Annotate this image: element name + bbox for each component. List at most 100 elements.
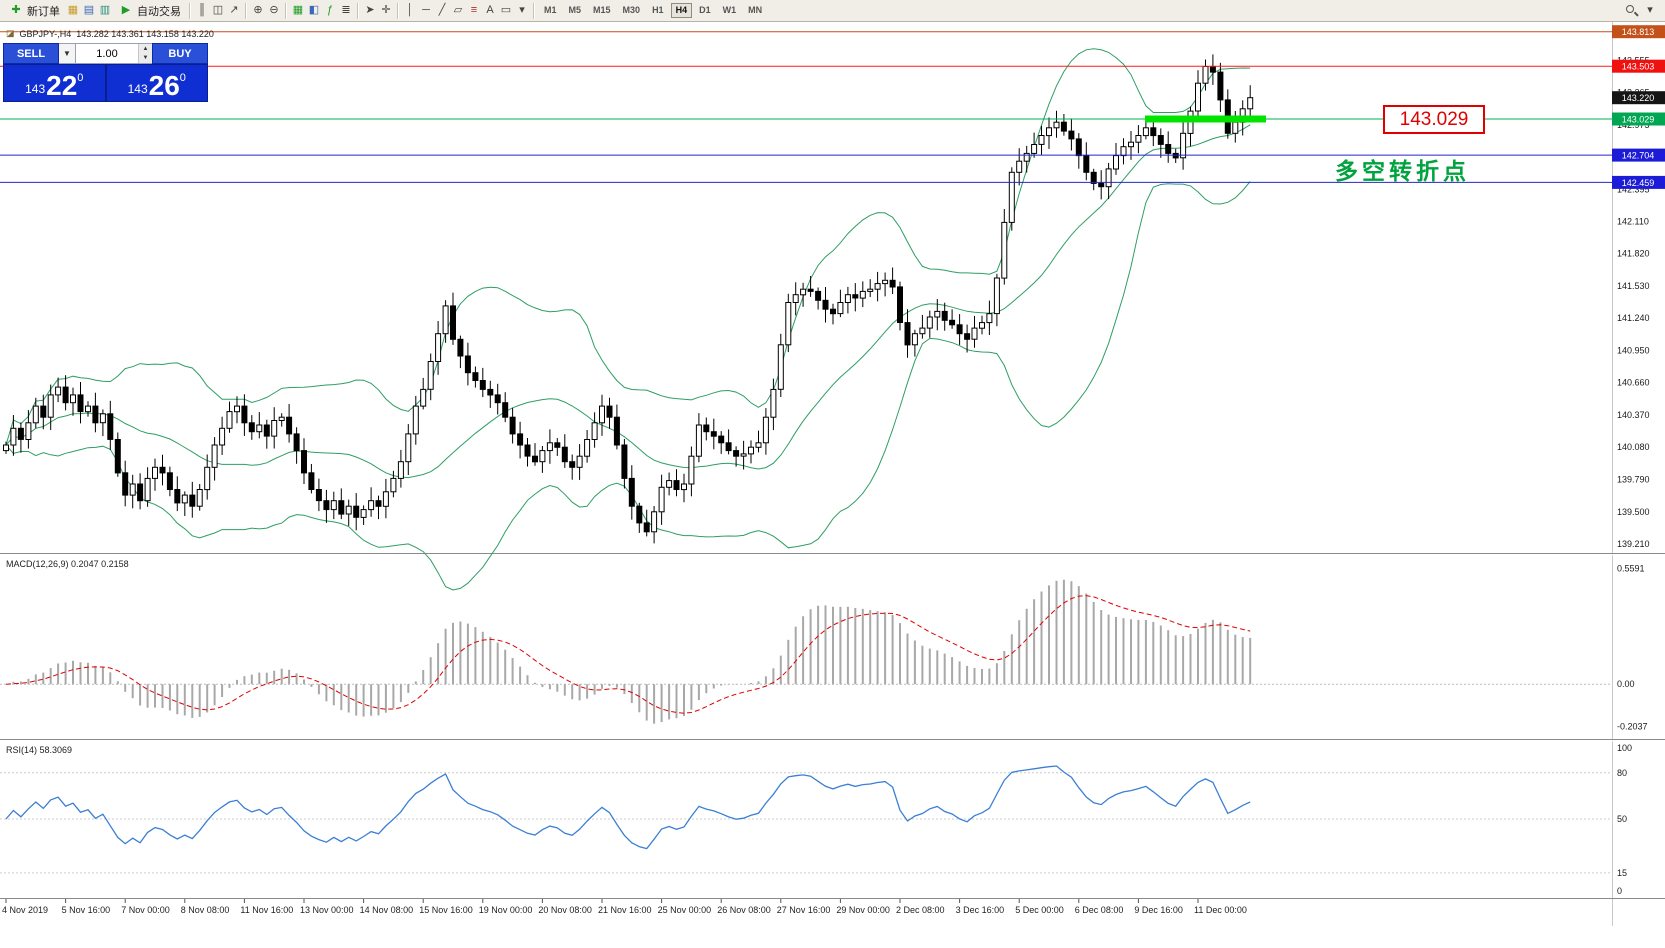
autotrade-button[interactable]: ▶ 自动交易 xyxy=(113,2,186,20)
timeframe-mn[interactable]: MN xyxy=(748,5,763,15)
timeframe-m5[interactable]: M5 xyxy=(568,5,582,15)
svg-text:7 Nov 00:00: 7 Nov 00:00 xyxy=(121,905,170,915)
svg-text:27 Nov 16:00: 27 Nov 16:00 xyxy=(777,905,831,915)
rsi-label: RSI(14) xyxy=(6,745,38,755)
fibonacci-icon[interactable]: ≡ xyxy=(470,4,478,16)
objects-list-icon[interactable]: ≣ xyxy=(341,4,351,16)
horizontal-line-icon[interactable]: ─ xyxy=(422,4,430,16)
new-order-button[interactable]: ✚ 新订单 xyxy=(3,2,65,20)
new-order-label: 新订单 xyxy=(27,5,60,18)
svg-text:21 Nov 16:00: 21 Nov 16:00 xyxy=(598,905,652,915)
macd-histogram xyxy=(12,579,1252,724)
shapes-dropdown-icon[interactable]: ▾ xyxy=(519,4,525,16)
svg-text:0: 0 xyxy=(1617,886,1622,896)
svg-text:139.500: 139.500 xyxy=(1617,507,1650,517)
svg-text:26 Nov 08:00: 26 Nov 08:00 xyxy=(717,905,771,915)
svg-text:141.530: 141.530 xyxy=(1617,281,1650,291)
svg-text:0.5591: 0.5591 xyxy=(1617,564,1645,574)
svg-text:140.080: 140.080 xyxy=(1617,442,1650,452)
chart-window: 143.555143.265142.975142.685142.395142.1… xyxy=(0,22,1665,948)
svg-text:19 Nov 00:00: 19 Nov 00:00 xyxy=(479,905,533,915)
svg-text:2 Dec 08:00: 2 Dec 08:00 xyxy=(896,905,945,915)
svg-text:15 Nov 16:00: 15 Nov 16:00 xyxy=(419,905,473,915)
toolbar-overflow-icon[interactable]: ▾ xyxy=(1647,4,1653,16)
cascade-windows-icon[interactable]: ◧ xyxy=(308,4,320,16)
label-tool-icon[interactable]: ▭ xyxy=(500,4,512,16)
zoom-in-icon[interactable]: ⊕ xyxy=(253,4,263,16)
macd-pane-title: MACD(12,26,9) 0.2047 0.2158 xyxy=(6,559,129,569)
bid-big-digits: 22 xyxy=(46,70,78,102)
chart-canvas[interactable]: 143.555143.265142.975142.685142.395142.1… xyxy=(0,22,1665,948)
chart-background xyxy=(0,22,1665,948)
ask-prefix: 143 xyxy=(127,82,148,96)
toolbar-separator xyxy=(357,2,359,19)
bar-chart-icon[interactable]: ║ xyxy=(198,4,206,16)
cursor-icon[interactable]: ➤ xyxy=(365,4,375,16)
text-tool-icon[interactable]: A xyxy=(486,4,494,16)
pane-separators[interactable] xyxy=(0,553,1665,899)
svg-text:142.110: 142.110 xyxy=(1617,216,1649,226)
search-icon[interactable] xyxy=(1625,4,1638,17)
lot-dropdown-button[interactable]: ▼ xyxy=(59,43,76,64)
zoom-out-icon[interactable]: ⊖ xyxy=(269,4,279,16)
price-tags: 143.813 143.503 143.220 143.029 142.704 142.4… xyxy=(1612,25,1665,189)
market-watch-icon[interactable]: ▥ xyxy=(99,4,111,16)
toolbar-separator xyxy=(245,2,247,19)
lot-spin-up[interactable]: ▲ xyxy=(139,44,152,54)
chart-title: ◪ GBPJPY-,H4 143.282 143.361 143.158 143… xyxy=(6,28,214,39)
svg-text:142.704: 142.704 xyxy=(1622,151,1655,161)
svg-text:15: 15 xyxy=(1617,868,1627,878)
crosshair-icon[interactable]: ✛ xyxy=(381,4,391,16)
svg-text:20 Nov 08:00: 20 Nov 08:00 xyxy=(538,905,592,915)
svg-text:140.370: 140.370 xyxy=(1617,410,1650,420)
timeframe-m30[interactable]: M30 xyxy=(622,5,641,15)
horizontal-line-objects[interactable] xyxy=(0,31,1612,183)
lot-spin-down[interactable]: ▼ xyxy=(139,53,152,63)
timeframe-m15[interactable]: M15 xyxy=(593,5,611,15)
lot-size-input[interactable] xyxy=(76,44,138,63)
svg-text:6 Dec 08:00: 6 Dec 08:00 xyxy=(1075,905,1124,915)
buy-button[interactable]: BUY xyxy=(152,43,208,64)
channel-icon[interactable]: ▱ xyxy=(453,4,463,16)
bid-pip-digit: 0 xyxy=(77,72,84,84)
rsi-axis-labels: 100 80 50 15 0 xyxy=(1617,743,1632,896)
ask-pip-digit: 0 xyxy=(179,72,186,84)
svg-text:80: 80 xyxy=(1617,768,1627,778)
svg-text:143.813: 143.813 xyxy=(1622,27,1655,37)
turning-point-annotation[interactable]: 多空转折点 xyxy=(1335,158,1470,184)
profiles-icon[interactable]: ▤ xyxy=(83,4,95,16)
price-annotation-box[interactable]: 143.029 xyxy=(1383,105,1485,134)
sell-price-button[interactable]: 143 22 0 xyxy=(3,64,106,102)
svg-text:140.660: 140.660 xyxy=(1617,378,1650,388)
svg-text:142.395: 142.395 xyxy=(1617,185,1650,195)
sell-button[interactable]: SELL xyxy=(3,43,59,64)
svg-text:-0.2037: -0.2037 xyxy=(1617,721,1648,731)
buy-price-button[interactable]: 143 26 0 xyxy=(105,64,208,102)
timeframe-w1[interactable]: W1 xyxy=(722,5,737,15)
svg-text:143.029: 143.029 xyxy=(1622,115,1655,125)
trendline-icon[interactable]: ╱ xyxy=(438,4,446,16)
timeframe-h4[interactable]: H4 xyxy=(670,3,693,18)
autotrade-label: 自动交易 xyxy=(137,5,181,18)
chart-title-icon: ◪ xyxy=(6,28,15,38)
rsi-line xyxy=(5,765,1251,850)
svg-text:141.820: 141.820 xyxy=(1617,249,1650,259)
svg-text:8 Nov 08:00: 8 Nov 08:00 xyxy=(181,905,230,915)
svg-text:9 Dec 16:00: 9 Dec 16:00 xyxy=(1134,905,1183,915)
vertical-line-icon[interactable]: │ xyxy=(406,4,414,16)
candle-chart-icon[interactable]: ◫ xyxy=(212,4,224,16)
svg-text:139.790: 139.790 xyxy=(1617,475,1650,485)
macd-value-main: 0.2047 xyxy=(71,559,99,569)
svg-text:11 Dec 00:00: 11 Dec 00:00 xyxy=(1194,905,1247,915)
timeframe-m1[interactable]: M1 xyxy=(544,5,557,15)
indicators-icon[interactable]: ƒ xyxy=(326,4,334,16)
toolbar: ✚ 新订单 ▦ ▤ ▥ ▶ 自动交易 ║ ◫ ↗ ⊕ ⊖ ▦ ◧ ƒ ≣ ➤ ✛… xyxy=(0,0,1665,22)
candlesticks[interactable] xyxy=(3,54,1254,544)
time-axis[interactable]: 4 Nov 2019 5 Nov 16:00 7 Nov 00:00 8 Nov 08… xyxy=(2,899,1247,915)
timeframe-h1[interactable]: H1 xyxy=(652,5,664,15)
chart-window-icon[interactable]: ▦ xyxy=(67,4,79,16)
ohlc-values: 143.282 143.361 143.158 143.220 xyxy=(76,28,214,39)
line-chart-icon[interactable]: ↗ xyxy=(229,4,239,16)
tile-windows-icon[interactable]: ▦ xyxy=(292,4,304,16)
timeframe-d1[interactable]: D1 xyxy=(699,5,711,15)
